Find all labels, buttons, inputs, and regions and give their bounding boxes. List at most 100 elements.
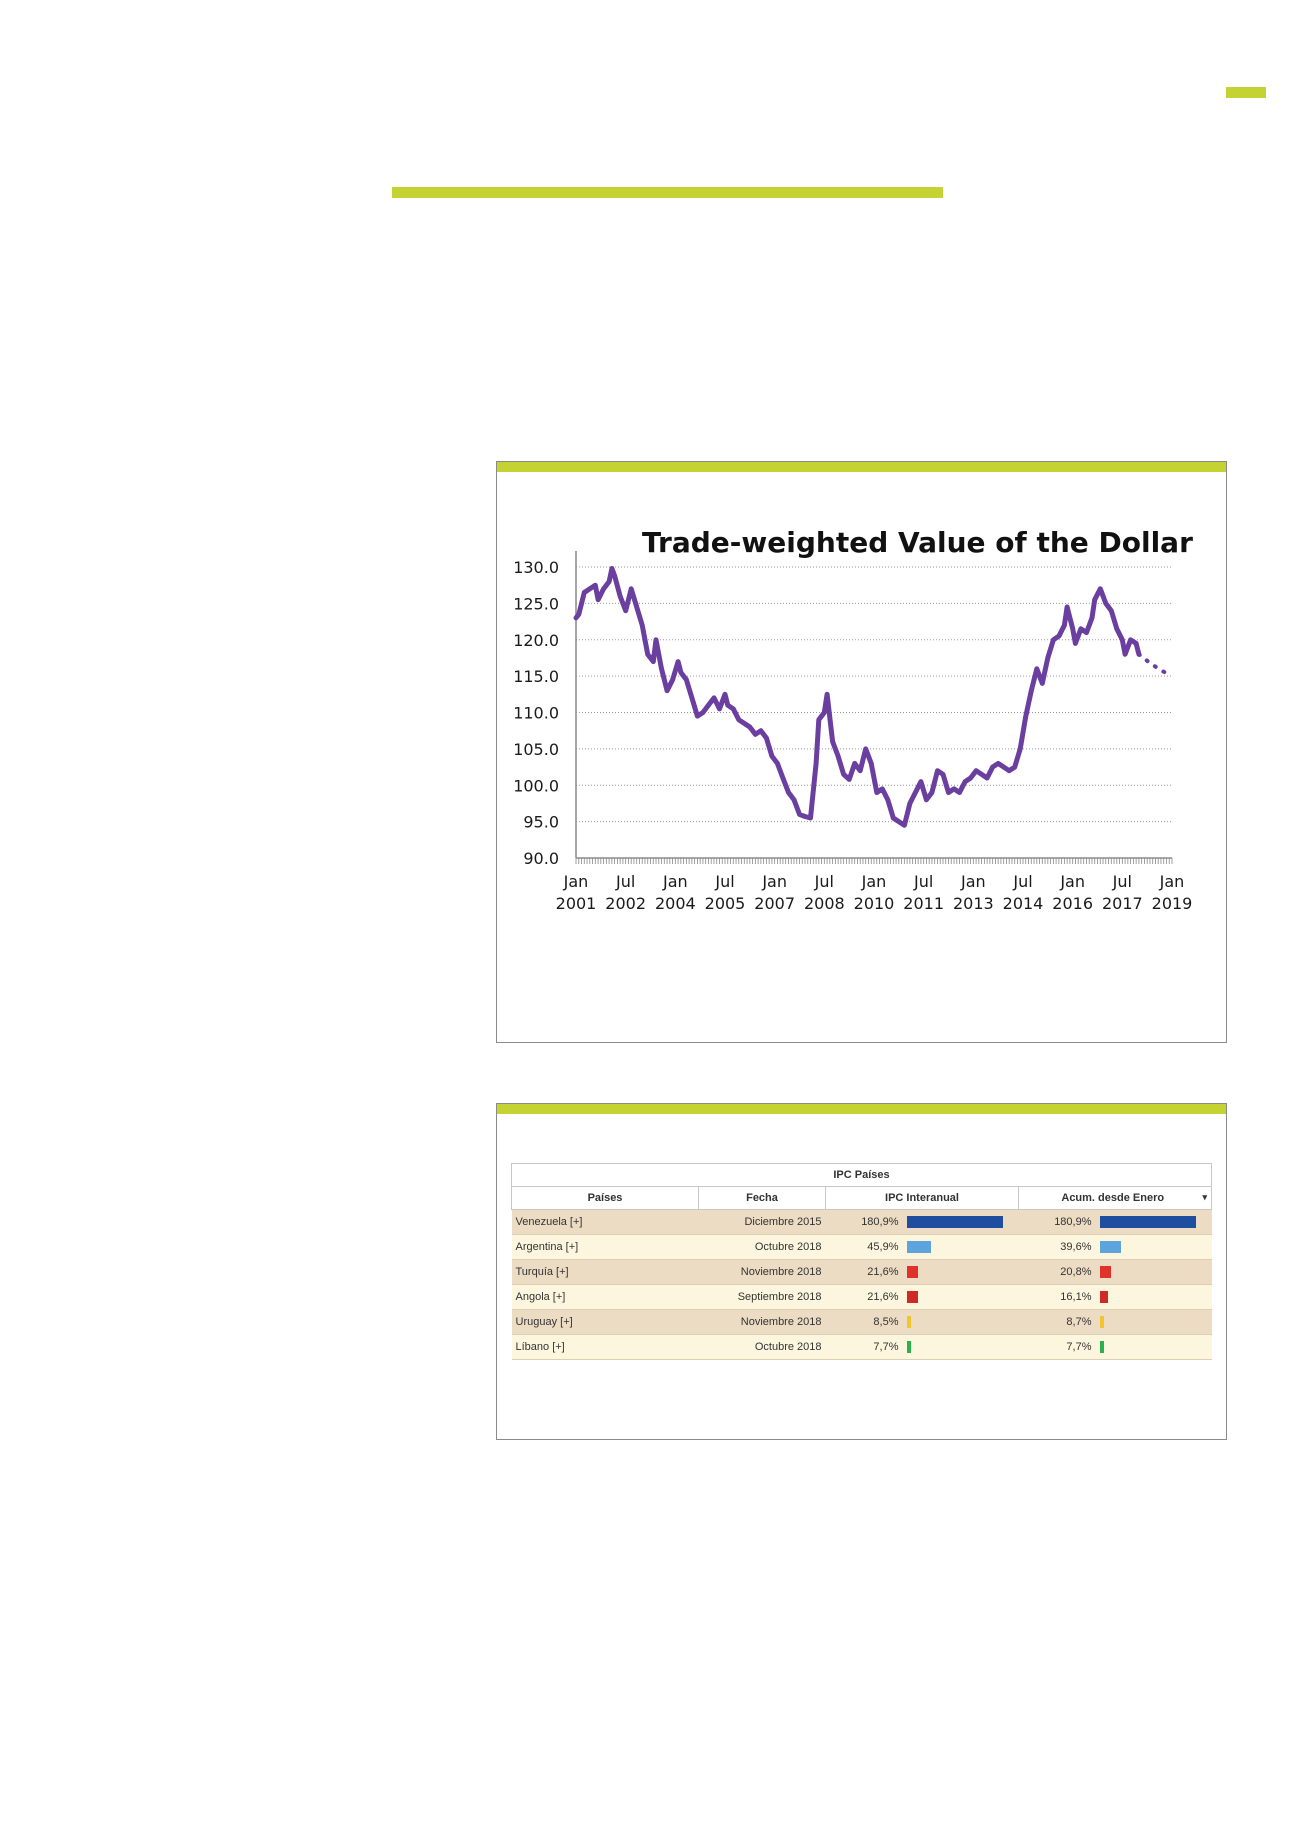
acum-bar-cell bbox=[1095, 1334, 1212, 1360]
x-axis-minor-ticks bbox=[575, 858, 1173, 864]
chart-panel-accent bbox=[497, 462, 1226, 472]
y-tick-label: 125.0 bbox=[513, 594, 559, 613]
table-row: Venezuela [+] Diciembre 2015 180,9% 180,9% bbox=[511, 1209, 1212, 1235]
x-tick-year-label: 2017 bbox=[1102, 894, 1143, 913]
ipc-bar bbox=[906, 1241, 931, 1253]
date-cell: Septiembre 2018 bbox=[698, 1284, 826, 1310]
dollar-line-chart: Trade-weighted Value of the Dollar 130.0… bbox=[513, 526, 1193, 913]
country-link[interactable]: Venezuela [+] bbox=[511, 1209, 699, 1235]
ipc-panel-accent bbox=[497, 1104, 1226, 1114]
table-row: Turquía [+] Noviembre 2018 21,6% 20,8% bbox=[511, 1259, 1212, 1285]
x-tick-year-label: 2019 bbox=[1152, 894, 1193, 913]
x-tick-year-label: 2008 bbox=[804, 894, 845, 913]
acum-bar-cell bbox=[1095, 1309, 1212, 1335]
x-tick-year-label: 2007 bbox=[754, 894, 795, 913]
x-tick-month-label: Jul bbox=[814, 872, 834, 891]
acum-bar bbox=[1099, 1241, 1121, 1253]
country-link[interactable]: Líbano [+] bbox=[511, 1334, 699, 1360]
dollar-value-line bbox=[573, 566, 1142, 828]
date-cell: Octubre 2018 bbox=[698, 1334, 826, 1360]
corner-accent-bar bbox=[1226, 87, 1266, 98]
acum-bar bbox=[1099, 1316, 1105, 1328]
y-tick-label: 95.0 bbox=[523, 813, 559, 832]
x-tick-year-label: 2013 bbox=[953, 894, 994, 913]
table-row: Argentina [+] Octubre 2018 45,9% 39,6% bbox=[511, 1234, 1212, 1260]
ipc-value-cell: 45,9% bbox=[825, 1234, 903, 1260]
x-tick-year-label: 2016 bbox=[1052, 894, 1093, 913]
column-header-paises[interactable]: Países bbox=[511, 1186, 699, 1210]
ipc-table-caption: IPC Países bbox=[511, 1163, 1212, 1187]
chart-title: Trade-weighted Value of the Dollar bbox=[642, 526, 1193, 559]
projected-dotted-line bbox=[1136, 652, 1174, 679]
acum-value-cell: 180,9% bbox=[1018, 1209, 1096, 1235]
y-tick-label: 130.0 bbox=[513, 558, 559, 577]
acum-bar bbox=[1099, 1291, 1109, 1303]
ipc-bar bbox=[906, 1316, 911, 1328]
y-tick-label: 105.0 bbox=[513, 740, 559, 759]
acum-bar-cell bbox=[1095, 1234, 1212, 1260]
x-tick-month-label: Jul bbox=[1012, 872, 1032, 891]
acum-value-cell: 16,1% bbox=[1018, 1284, 1096, 1310]
column-header-fecha[interactable]: Fecha bbox=[698, 1186, 826, 1210]
column-header-ipc-interanual[interactable]: IPC Interanual bbox=[825, 1186, 1019, 1210]
date-cell: Noviembre 2018 bbox=[698, 1309, 826, 1335]
x-tick-year-label: 2014 bbox=[1003, 894, 1044, 913]
acum-bar bbox=[1099, 1266, 1111, 1278]
ipc-value-cell: 7,7% bbox=[825, 1334, 903, 1360]
x-tick-month-label: Jan bbox=[563, 872, 589, 891]
acum-value-cell: 7,7% bbox=[1018, 1334, 1096, 1360]
ipc-bar-cell bbox=[902, 1284, 1019, 1310]
column-header-acum[interactable]: Acum. desde Enero ▾ bbox=[1018, 1186, 1212, 1210]
x-tick-month-label: Jan bbox=[1159, 872, 1185, 891]
ipc-panel: IPC Países Países Fecha IPC Interanual A… bbox=[496, 1103, 1227, 1440]
table-row: Angola [+] Septiembre 2018 21,6% 16,1% bbox=[511, 1284, 1212, 1310]
date-cell: Diciembre 2015 bbox=[698, 1209, 826, 1235]
x-tick-month-label: Jul bbox=[913, 872, 933, 891]
ipc-bar-cell bbox=[902, 1209, 1019, 1235]
column-header-acum-label: Acum. desde Enero bbox=[1061, 1192, 1165, 1204]
y-tick-label: 120.0 bbox=[513, 631, 559, 650]
x-tick-month-label: Jan bbox=[662, 872, 688, 891]
y-tick-label: 115.0 bbox=[513, 667, 559, 686]
y-tick-label: 110.0 bbox=[513, 704, 559, 723]
date-cell: Octubre 2018 bbox=[698, 1234, 826, 1260]
ipc-bar-cell bbox=[902, 1334, 1019, 1360]
acum-bar bbox=[1099, 1341, 1104, 1353]
country-link[interactable]: Argentina [+] bbox=[511, 1234, 699, 1260]
x-tick-month-label: Jul bbox=[1112, 872, 1132, 891]
acum-bar-cell bbox=[1095, 1259, 1212, 1285]
country-link[interactable]: Turquía [+] bbox=[511, 1259, 699, 1285]
ipc-value-cell: 21,6% bbox=[825, 1259, 903, 1285]
acum-bar-cell bbox=[1095, 1209, 1212, 1235]
x-tick-month-label: Jan bbox=[861, 872, 887, 891]
ipc-bar bbox=[906, 1216, 1003, 1228]
acum-value-cell: 20,8% bbox=[1018, 1259, 1096, 1285]
sort-caret-icon[interactable]: ▾ bbox=[1202, 1192, 1207, 1202]
x-tick-year-label: 2010 bbox=[854, 894, 895, 913]
y-tick-label: 100.0 bbox=[513, 776, 559, 795]
y-tick-label: 90.0 bbox=[523, 849, 559, 868]
chart-panel: Trade-weighted Value of the Dollar 130.0… bbox=[496, 461, 1227, 1043]
acum-value-cell: 39,6% bbox=[1018, 1234, 1096, 1260]
country-link[interactable]: Angola [+] bbox=[511, 1284, 699, 1310]
ipc-value-cell: 21,6% bbox=[825, 1284, 903, 1310]
x-tick-month-label: Jan bbox=[960, 872, 986, 891]
ipc-value-cell: 8,5% bbox=[825, 1309, 903, 1335]
x-tick-year-label: 2011 bbox=[903, 894, 944, 913]
x-tick-month-label: Jul bbox=[714, 872, 734, 891]
x-tick-month-label: Jul bbox=[615, 872, 635, 891]
header-accent-bar bbox=[392, 187, 943, 198]
ipc-bar-cell bbox=[902, 1309, 1019, 1335]
date-cell: Noviembre 2018 bbox=[698, 1259, 826, 1285]
x-tick-year-label: 2004 bbox=[655, 894, 696, 913]
acum-bar-cell bbox=[1095, 1284, 1212, 1310]
x-tick-year-label: 2005 bbox=[705, 894, 746, 913]
x-tick-month-label: Jan bbox=[1059, 872, 1085, 891]
country-link[interactable]: Uruguay [+] bbox=[511, 1309, 699, 1335]
ipc-value-cell: 180,9% bbox=[825, 1209, 903, 1235]
table-row: Líbano [+] Octubre 2018 7,7% 7,7% bbox=[511, 1334, 1212, 1360]
ipc-bar bbox=[906, 1266, 918, 1278]
ipc-bar-cell bbox=[902, 1234, 1019, 1260]
acum-bar bbox=[1099, 1216, 1196, 1228]
x-tick-month-label: Jan bbox=[761, 872, 787, 891]
